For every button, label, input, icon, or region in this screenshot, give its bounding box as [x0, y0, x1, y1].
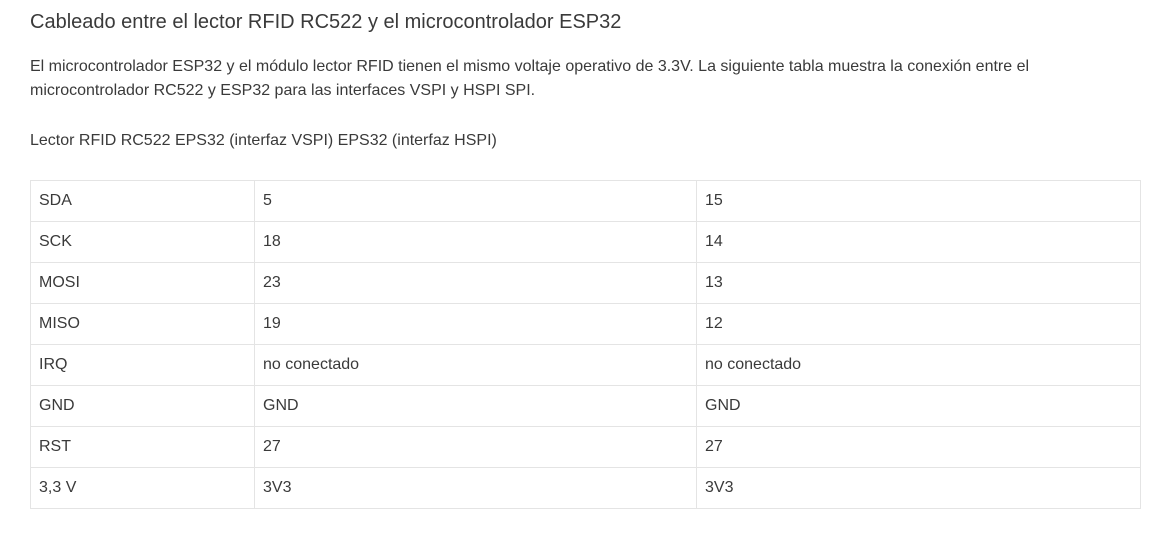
hspi-pin-cell: 14	[696, 221, 1141, 263]
table-row: 3,3 V 3V3 3V3	[30, 467, 1141, 509]
table-row: IRQ no conectado no conectado	[30, 344, 1141, 386]
rc522-pin-cell: SDA	[30, 180, 255, 222]
hspi-pin-cell: GND	[696, 385, 1141, 427]
vspi-pin-cell: 18	[254, 221, 697, 263]
vspi-pin-cell: 3V3	[254, 467, 697, 509]
hspi-pin-cell: 13	[696, 262, 1141, 304]
vspi-pin-cell: GND	[254, 385, 697, 427]
table-row: GND GND GND	[30, 385, 1141, 427]
hspi-pin-cell: no conectado	[696, 344, 1141, 386]
section-heading: Cableado entre el lector RFID RC522 y el…	[30, 11, 622, 33]
hspi-pin-cell: 12	[696, 303, 1141, 345]
hspi-pin-cell: 27	[696, 426, 1141, 468]
rc522-pin-cell: GND	[30, 385, 255, 427]
vspi-pin-cell: no conectado	[254, 344, 697, 386]
table-row: RST 27 27	[30, 426, 1141, 468]
rc522-pin-cell: SCK	[30, 221, 255, 263]
wiring-table: SDA 5 15 SCK 18 14 MOSI 23 13 MISO 19 12…	[30, 180, 1141, 509]
vspi-pin-cell: 5	[254, 180, 697, 222]
rc522-pin-cell: MOSI	[30, 262, 255, 304]
intro-paragraph: El microcontrolador ESP32 y el módulo le…	[30, 58, 1030, 99]
table-row: SDA 5 15	[30, 180, 1141, 222]
table-row: MISO 19 12	[30, 303, 1141, 345]
hspi-pin-cell: 3V3	[696, 467, 1141, 509]
table-row: MOSI 23 13	[30, 262, 1141, 304]
rc522-pin-cell: IRQ	[30, 344, 255, 386]
rc522-pin-cell: 3,3 V	[30, 467, 255, 509]
vspi-pin-cell: 23	[254, 262, 697, 304]
rc522-pin-cell: MISO	[30, 303, 255, 345]
vspi-pin-cell: 27	[254, 426, 697, 468]
hspi-pin-cell: 15	[696, 180, 1141, 222]
table-caption: Lector RFID RC522 EPS32 (interfaz VSPI) …	[30, 132, 497, 149]
rc522-pin-cell: RST	[30, 426, 255, 468]
vspi-pin-cell: 19	[254, 303, 697, 345]
table-row: SCK 18 14	[30, 221, 1141, 263]
